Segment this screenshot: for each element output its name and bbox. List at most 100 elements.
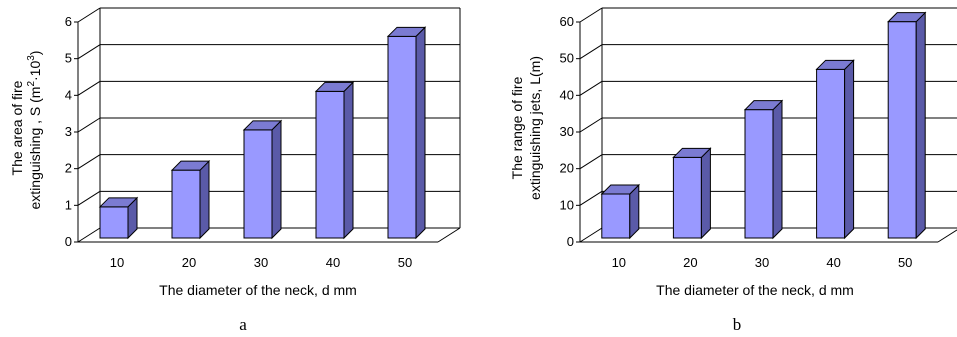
bar-top (386, 26, 427, 37)
chart-b-x-axis-title: The diameter of the neck, d mm (656, 282, 854, 298)
chart-a-y-axis-title-line1: The area of fire (9, 80, 25, 175)
y-tick-label: 5 (65, 51, 72, 66)
x-tick-label: 40 (326, 255, 340, 270)
y-tick-label: 50 (560, 51, 574, 66)
bar (600, 183, 641, 240)
y-tick-label: 30 (560, 124, 574, 139)
chart-a: 0 1 2 3 4 5 6 10 20 30 40 50 The diameter of the n… (9, 7, 461, 334)
gridline-depth (77, 190, 101, 206)
y-tick-label: 20 (560, 161, 574, 176)
bar-top (815, 59, 855, 70)
bar-front (601, 193, 631, 239)
chart-a-bars (98, 26, 427, 240)
y-tick-label: 1 (65, 197, 72, 212)
bar-side (772, 99, 783, 240)
chart-b-x-ticks: 10 20 30 40 50 (612, 255, 913, 270)
bar-side (700, 147, 711, 240)
chart-a-y-title-exp2: 3 (26, 55, 37, 61)
floor-right-edge (937, 229, 957, 243)
gridline-depth (579, 44, 603, 60)
x-tick-label: 10 (110, 255, 124, 270)
chart-a-y-title-mid: ·10 (27, 61, 43, 81)
bar-front (315, 90, 345, 239)
x-tick-label: 50 (398, 255, 412, 270)
bar (170, 159, 211, 240)
chart-a-y-title-suffix: ) (27, 51, 43, 56)
x-tick-label: 10 (612, 255, 626, 270)
bar-side (415, 26, 426, 240)
floor-right-edge (437, 227, 461, 243)
chart-b-y-ticks: 0 10 20 30 40 50 60 (560, 14, 580, 249)
y-tick-label: 10 (560, 197, 574, 212)
chart-a-x-axis-title: The diameter of the neck, d mm (159, 282, 357, 298)
bar-side (271, 119, 282, 240)
chart-b: 0 10 20 30 40 50 60 10 20 30 40 50 The diameter of… (509, 7, 957, 334)
x-tick-label: 50 (898, 255, 912, 270)
bar-front (99, 206, 129, 239)
gridline-depth (77, 7, 101, 23)
bar-front (672, 156, 702, 239)
gridline-depth (77, 227, 101, 243)
y-tick-label: 60 (560, 14, 574, 29)
x-tick-label: 30 (254, 255, 268, 270)
gridline-depth (77, 44, 101, 60)
bar-front (171, 169, 201, 239)
chart-b-y-axis-title-line1: The range of fire (509, 76, 525, 179)
bar-side (915, 11, 926, 240)
bar-top (314, 81, 355, 92)
x-tick-label: 20 (683, 255, 697, 270)
gridline-depth (579, 117, 603, 133)
chart-a-y-axis-title-line2: extinguishing , S (m2·103) (26, 51, 43, 210)
bar (815, 59, 855, 240)
x-tick-label: 30 (755, 255, 769, 270)
bar (886, 11, 927, 240)
bar-top (672, 147, 712, 158)
y-tick-label: 0 (65, 234, 72, 249)
chart-b-bars (600, 11, 927, 240)
bar (314, 81, 355, 240)
chart-b-panel-label: b (733, 315, 742, 334)
x-tick-label: 40 (826, 255, 840, 270)
bar (98, 196, 139, 240)
chart-a-y-title-prefix: extinguishing , S (m (27, 87, 43, 210)
gridline-depth (77, 80, 101, 96)
bar-front (243, 129, 273, 239)
bar-front (816, 68, 846, 239)
y-tick-label: 4 (65, 87, 72, 102)
chart-a-y-title-exp1: 2 (26, 81, 37, 87)
gridline-depth (579, 80, 603, 96)
bar-top (170, 160, 211, 171)
bar (743, 99, 784, 240)
chart-a-x-ticks: 10 20 30 40 50 (110, 255, 412, 270)
bar (242, 119, 283, 240)
y-tick-label: 0 (567, 234, 574, 249)
bar-front (887, 21, 917, 239)
bar-top (743, 100, 784, 111)
y-tick-label: 2 (65, 161, 72, 176)
gridline-depth (77, 154, 101, 170)
bar (672, 147, 712, 240)
bar-side (199, 159, 210, 240)
y-tick-label: 6 (65, 14, 72, 29)
gridline-depth (579, 154, 603, 170)
y-tick-label: 3 (65, 124, 72, 139)
bar-top (600, 184, 641, 195)
chart-a-panel-label: a (239, 315, 247, 334)
gridline-depth (579, 7, 603, 23)
gridline-depth (77, 117, 101, 133)
bar-side (343, 81, 354, 240)
gridline-depth (579, 190, 603, 206)
bar-front (387, 35, 417, 239)
chart-b-y-axis-title-line2: extinguishing jets, L(m) (527, 56, 543, 200)
bar-top (242, 120, 283, 131)
chart-a-y-ticks: 0 1 2 3 4 5 6 (65, 14, 78, 249)
bar-side (844, 59, 855, 240)
bar (386, 26, 427, 240)
bar-front (744, 109, 774, 239)
bar-top (886, 12, 927, 23)
bar-top (98, 197, 139, 208)
gridline-depth (579, 227, 603, 243)
x-tick-label: 20 (182, 255, 196, 270)
y-tick-label: 40 (560, 87, 574, 102)
